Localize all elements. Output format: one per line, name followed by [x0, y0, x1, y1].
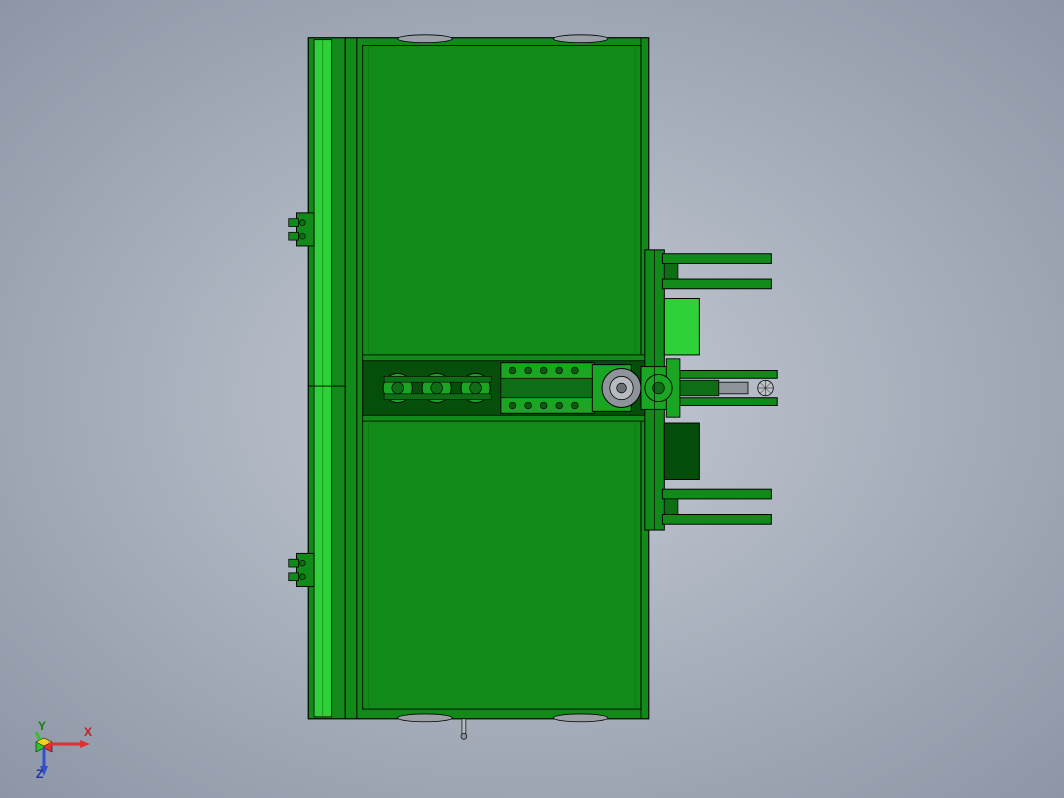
- left-bracket-upper: [289, 213, 314, 246]
- chain-rollers: [383, 373, 491, 402]
- model-assembly[interactable]: [272, 28, 792, 748]
- right-pad-lower: [664, 423, 699, 479]
- right-bracket-upper: [662, 254, 771, 289]
- bottom-lug: [398, 714, 452, 722]
- x-axis-label: X: [84, 725, 92, 739]
- left-bracket-lower: [289, 553, 314, 586]
- z-axis-icon: Z: [36, 748, 48, 780]
- orientation-triad[interactable]: X Z Y: [18, 700, 98, 780]
- y-axis-icon: Y: [36, 719, 46, 740]
- top-lug: [398, 35, 452, 43]
- center-shaft-arms: [641, 359, 777, 417]
- right-pad-upper: [664, 298, 699, 354]
- y-axis-label: Y: [38, 719, 46, 733]
- x-axis-icon: X: [48, 725, 92, 748]
- right-bracket-lower: [662, 489, 771, 524]
- cad-viewport[interactable]: X Z Y: [0, 0, 1064, 798]
- model-svg: [272, 28, 792, 748]
- z-axis-label: Z: [36, 767, 43, 780]
- bottom-lug: [553, 714, 607, 722]
- top-lug: [553, 35, 607, 43]
- bottom-pin: [461, 719, 467, 739]
- gear-icon: [758, 380, 774, 396]
- link-block: [501, 363, 594, 414]
